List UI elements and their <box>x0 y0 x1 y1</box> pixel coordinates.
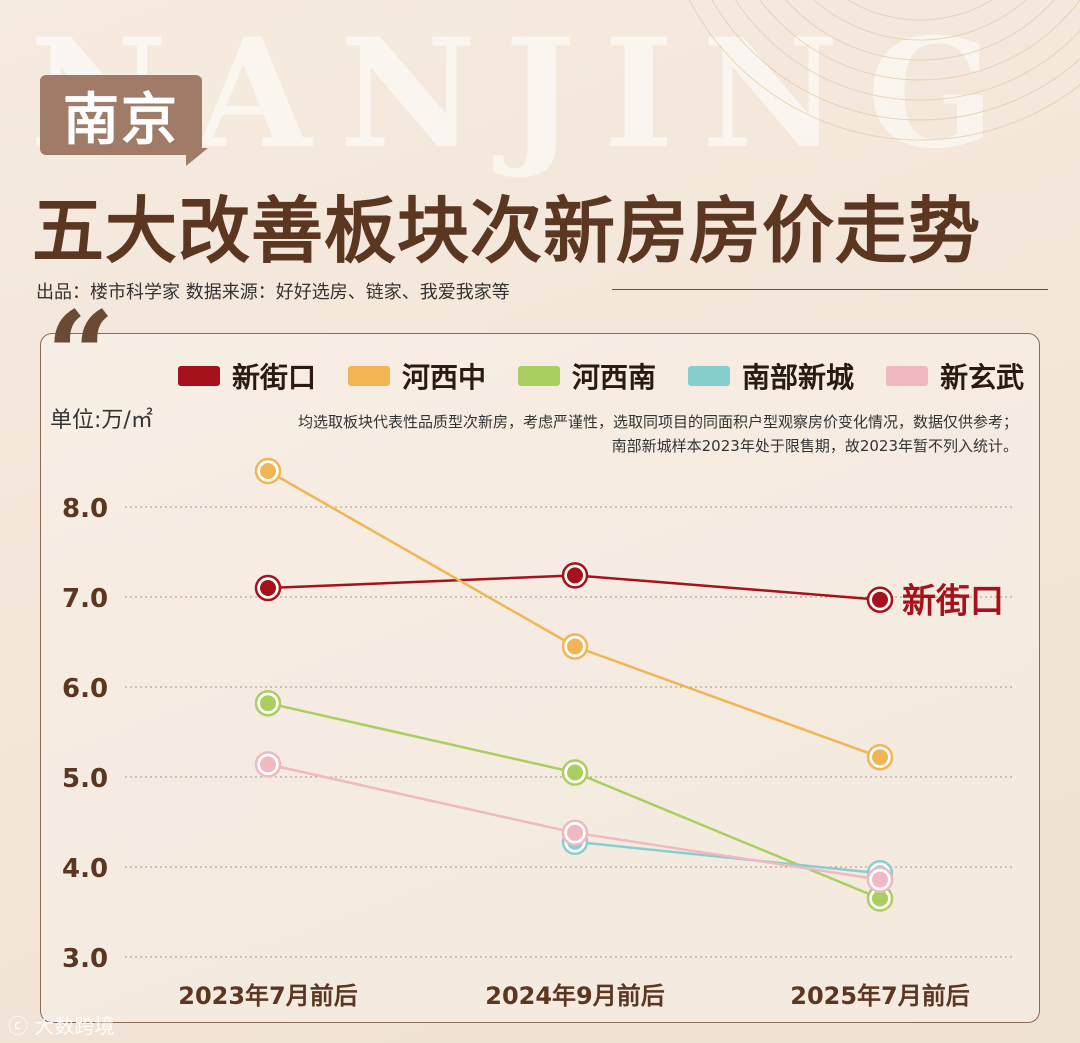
legend-swatch <box>886 366 929 386</box>
data-point <box>254 689 282 717</box>
legend-item-2: 河西南 <box>518 356 656 396</box>
footer-watermark: ⓒ 大数跨境 <box>8 1010 114 1039</box>
page-title: 五大改善板块次新房房价走势 <box>32 189 982 273</box>
series-line-2 <box>267 701 881 900</box>
chart-note-line-2: 南部新城样本2023年处于限售期，故2023年暂不列入统计。 <box>611 437 1018 455</box>
data-point <box>866 743 894 771</box>
legend-item-0: 新街口 <box>178 356 316 396</box>
y-tick-label: 3.0 <box>62 944 108 974</box>
data-point <box>866 866 894 893</box>
chart-legend: 新街口 河西中 河西南 南部新城 新玄武 <box>178 356 1056 396</box>
series-line-3 <box>574 840 881 875</box>
legend-label: 河西南 <box>572 361 657 394</box>
data-point <box>561 562 589 589</box>
legend-swatch <box>518 366 561 386</box>
legend-label: 南部新城 <box>742 361 855 394</box>
chart-note: 均选取板块代表性品质型次新房，考虑严谨性，选取同项目的同面积户型观察房价变化情况… <box>158 410 1018 458</box>
data-point <box>561 759 589 786</box>
decorative-arcs <box>688 0 1080 141</box>
watermark-logo-icon: ⓒ <box>8 1014 28 1038</box>
legend-swatch <box>688 366 731 386</box>
credits-divider <box>612 289 1048 290</box>
data-point <box>254 574 282 602</box>
y-tick-label: 4.0 <box>62 854 108 884</box>
data-point <box>254 457 282 485</box>
legend-item-3: 南部新城 <box>688 356 854 396</box>
y-tick-label: 8.0 <box>62 494 108 524</box>
credits-text: 出品：楼市科学家 数据来源：好好选房、链家、我爱我家等 <box>36 282 510 303</box>
footer-watermark-text: 大数跨境 <box>34 1014 115 1038</box>
legend-label: 新街口 <box>232 361 317 394</box>
city-badge: 南京 <box>40 75 202 155</box>
legend-swatch <box>178 366 220 386</box>
legend-item-1: 河西中 <box>348 356 486 396</box>
y-tick-label: 6.0 <box>62 674 108 704</box>
unit-label: 单位:万/㎡ <box>50 408 153 433</box>
legend-label: 新玄武 <box>940 361 1025 394</box>
x-tick-label: 2025年7月前后 <box>790 982 970 1010</box>
legend-label: 河西中 <box>402 361 487 394</box>
x-tick-label: 2024年9月前后 <box>485 982 665 1010</box>
data-point <box>561 819 589 847</box>
data-point <box>561 633 589 660</box>
y-tick-label: 5.0 <box>62 764 108 794</box>
series-end-label: 新街口 <box>902 582 1004 622</box>
badge-tail <box>186 148 208 166</box>
data-point <box>254 751 282 778</box>
quote-mark-icon: “ <box>46 285 116 426</box>
legend-item-4: 新玄武 <box>886 356 1024 396</box>
chart-note-line-1: 均选取板块代表性品质型次新房，考虑严谨性，选取同项目的同面积户型观察房价变化情况… <box>297 413 1018 431</box>
data-point <box>866 586 894 613</box>
series-line-1 <box>267 469 881 759</box>
x-tick-label: 2023年7月前后 <box>178 982 358 1010</box>
legend-swatch <box>348 366 391 386</box>
y-tick-label: 7.0 <box>62 584 108 614</box>
